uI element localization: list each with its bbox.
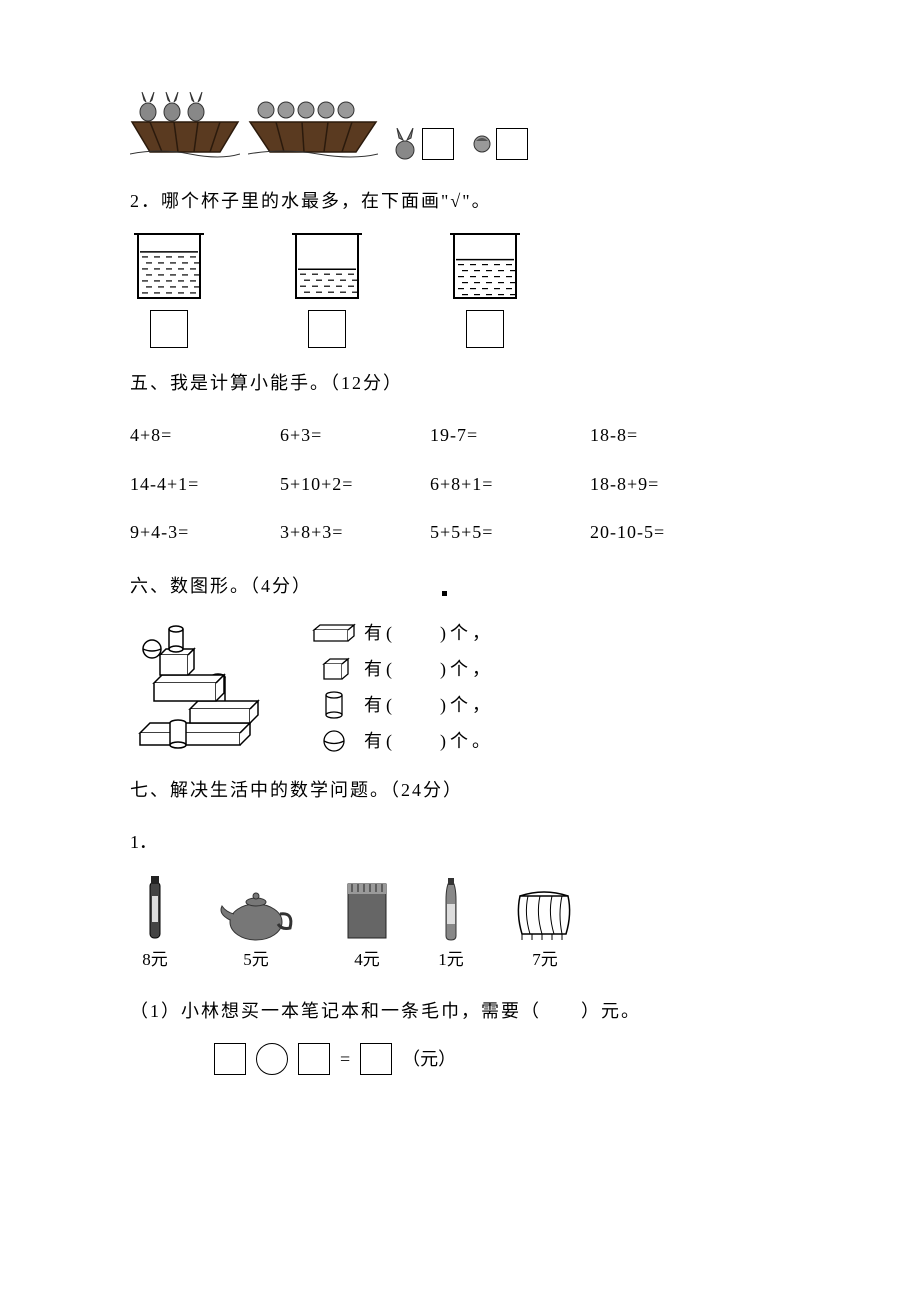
sec7-title: 七、解决生活中的数学问题。（24分）: [130, 773, 790, 807]
eq-operand-2[interactable]: [298, 1043, 330, 1075]
shape-list: 有( )个， 有( )个， 有( )个， 有( )个。: [310, 615, 494, 759]
calc-cell: 3+8+3=: [280, 515, 430, 549]
boats-illustration: [130, 100, 790, 160]
kid-icon: [472, 134, 492, 154]
item-price: 5元: [243, 944, 269, 976]
beaker-3: [446, 228, 524, 306]
beaker-2: [288, 228, 366, 306]
item-teapot: 5元: [216, 884, 296, 976]
rabbit-icon: [392, 128, 418, 160]
item-notebook: 4元: [342, 878, 392, 976]
calc-cell: 18-8=: [590, 418, 750, 452]
sec6-title: 六、数图形。（4分）: [130, 569, 312, 603]
q2-text: 2．哪个杯子里的水最多，在下面画"√"。: [130, 184, 790, 218]
beaker-2-answer[interactable]: [308, 310, 346, 348]
item-price: 7元: [532, 944, 558, 976]
eq-unit: （元）: [402, 1042, 456, 1076]
calc-cell: 19-7=: [430, 418, 590, 452]
calc-cell: 4+8=: [130, 418, 280, 452]
beaker-3-answer[interactable]: [466, 310, 504, 348]
kid-answer-box[interactable]: [496, 128, 528, 160]
item-price: 4元: [354, 944, 380, 976]
sphere-icon: [310, 728, 356, 754]
kid-count: [472, 128, 532, 160]
beaker-1: [130, 228, 208, 306]
calc-cell: 6+3=: [280, 418, 430, 452]
item-bottle: 1元: [438, 874, 464, 976]
calc-cell: 5+10+2=: [280, 467, 430, 501]
cuboid-icon: [310, 622, 356, 644]
sec5-title: 五、我是计算小能手。（12分）: [130, 366, 790, 400]
item-price: 1元: [438, 944, 464, 976]
shape-line: 有( )个。: [364, 723, 494, 759]
cylinder-icon: [310, 690, 356, 720]
shape-line: 有( )个，: [364, 651, 494, 687]
calc-cell: 5+5+5=: [430, 515, 590, 549]
boat-rabbits: [130, 100, 240, 160]
boat-kids: [248, 100, 378, 160]
dot-icon: [442, 591, 447, 596]
calc-grid: 4+8= 6+3= 19-7= 18-8= 14-4+1= 5+10+2= 6+…: [130, 418, 790, 549]
item-shampoo: 8元: [140, 874, 170, 976]
calc-cell: 6+8+1=: [430, 467, 590, 501]
calc-cell: 14-4+1=: [130, 467, 280, 501]
rabbit-count: [392, 128, 458, 160]
eq-operator[interactable]: [256, 1043, 288, 1075]
item-towel: 7元: [510, 884, 580, 976]
sec7-sub1: （1）小林想买一本笔记本和一条毛巾，需要（ ）元。: [130, 994, 790, 1028]
items-row: 8元 5元 4元 1元 7元: [140, 874, 790, 976]
beakers-row: [130, 228, 790, 348]
item-price: 8元: [142, 944, 168, 976]
eq-result[interactable]: [360, 1043, 392, 1075]
equation-row: = （元）: [210, 1042, 790, 1076]
calc-cell: 9+4-3=: [130, 515, 280, 549]
equals-sign: =: [340, 1042, 350, 1076]
beaker-1-answer[interactable]: [150, 310, 188, 348]
sec7-num1: 1．: [130, 825, 790, 859]
rabbit-answer-box[interactable]: [422, 128, 454, 160]
shapes-figure: [130, 615, 280, 755]
calc-cell: 20-10-5=: [590, 515, 750, 549]
shape-line: 有( )个，: [364, 615, 494, 651]
shape-line: 有( )个，: [364, 687, 494, 723]
eq-operand-1[interactable]: [214, 1043, 246, 1075]
calc-cell: 18-8+9=: [590, 467, 750, 501]
cube-icon: [310, 656, 356, 682]
